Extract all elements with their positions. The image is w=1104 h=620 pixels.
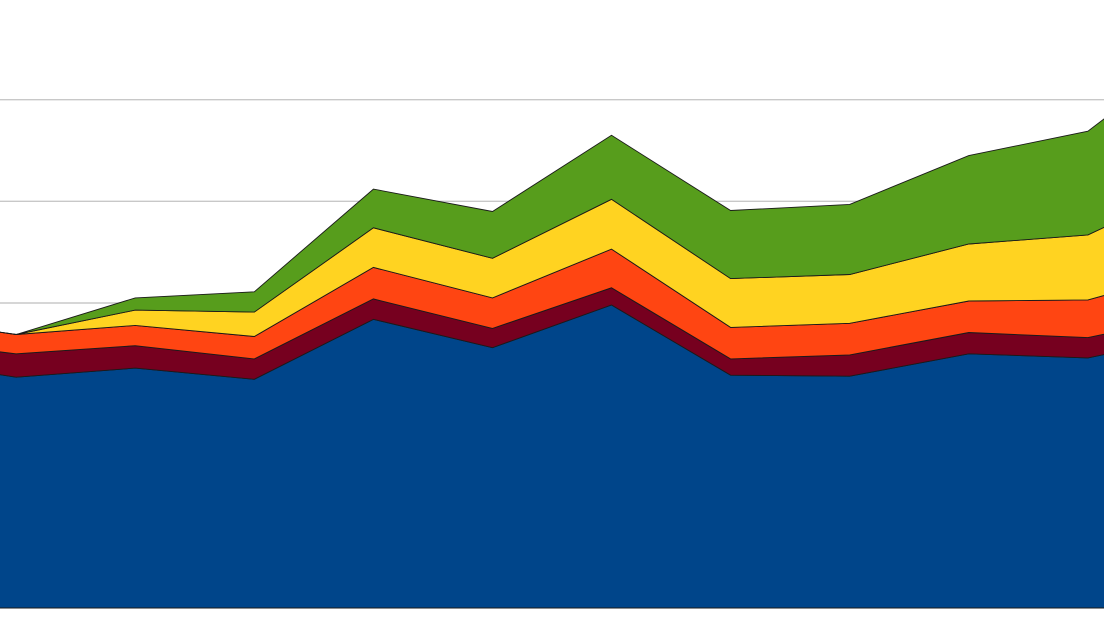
area-series-group [0,118,1104,609]
area-series-5 [0,118,1104,335]
